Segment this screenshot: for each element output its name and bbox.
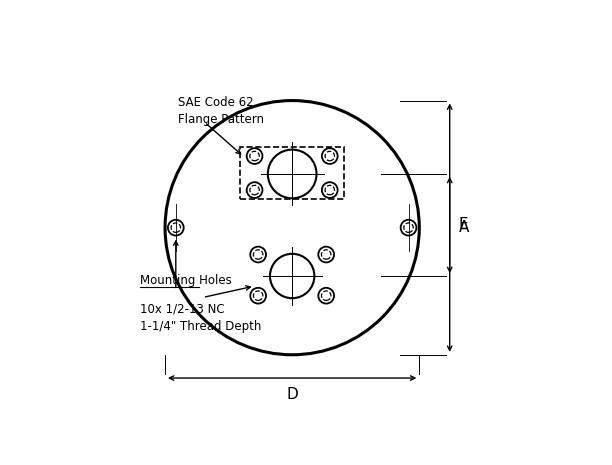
Text: 10x 1/2-13 NC
1-1/4" Thread Depth: 10x 1/2-13 NC 1-1/4" Thread Depth bbox=[140, 303, 261, 333]
Text: E: E bbox=[458, 218, 468, 232]
Text: Mounting Holes: Mounting Holes bbox=[140, 274, 232, 287]
Text: D: D bbox=[286, 387, 298, 402]
Text: SAE Code 62
Flange Pattern: SAE Code 62 Flange Pattern bbox=[177, 96, 264, 126]
Text: A: A bbox=[458, 220, 469, 235]
Bar bbox=[241, 147, 344, 199]
